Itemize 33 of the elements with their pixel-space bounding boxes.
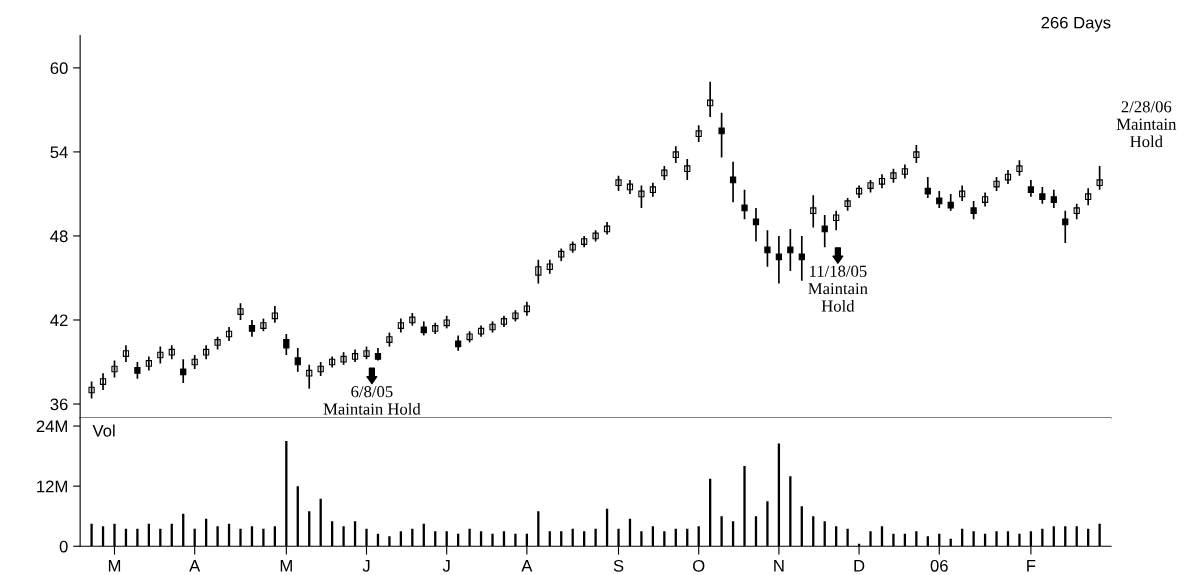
x-tick-label: J <box>442 560 450 572</box>
candlestick <box>970 200 977 220</box>
text: 2/28/06 Maintain Hold <box>1116 101 1177 148</box>
candlestick <box>741 188 748 220</box>
annotation: 11/18/05 Maintain Hold <box>808 265 868 312</box>
y-tick-label: 54 <box>50 146 68 159</box>
y-tick-label: 42 <box>50 314 68 327</box>
y-tick-label: 48 <box>50 230 68 243</box>
x-tick-label: M <box>108 560 121 572</box>
candlestick <box>638 184 645 209</box>
x-tick-label: O <box>693 559 705 572</box>
y-tick-label: 36 <box>50 398 68 411</box>
y-tick-label: 12M <box>37 480 67 493</box>
x-tick-label: J <box>362 560 370 572</box>
annotation: 6/8/05 Maintain Hold <box>323 386 421 415</box>
candlestick <box>913 144 920 164</box>
candlestick <box>764 229 771 268</box>
annotation: Vol <box>92 424 115 437</box>
x-tick-label: D <box>854 560 865 572</box>
y-tick-label: 60 <box>50 62 68 75</box>
x-tick-label: N <box>774 560 784 572</box>
x-tick-label: A <box>521 560 533 572</box>
y-tick-label: 24M <box>36 420 67 433</box>
x-tick-label: 06 <box>930 559 948 572</box>
text: 266 Days <box>1041 16 1111 32</box>
candlestick <box>787 228 794 272</box>
candlestick <box>718 111 725 159</box>
y-tick-label: 0 <box>59 540 68 553</box>
candlestick <box>1096 165 1103 191</box>
x-tick-label: M <box>280 560 292 572</box>
x-tick-label: F <box>1027 560 1036 572</box>
x-tick-label: S <box>613 559 624 572</box>
x-tick-label: A <box>189 560 201 572</box>
